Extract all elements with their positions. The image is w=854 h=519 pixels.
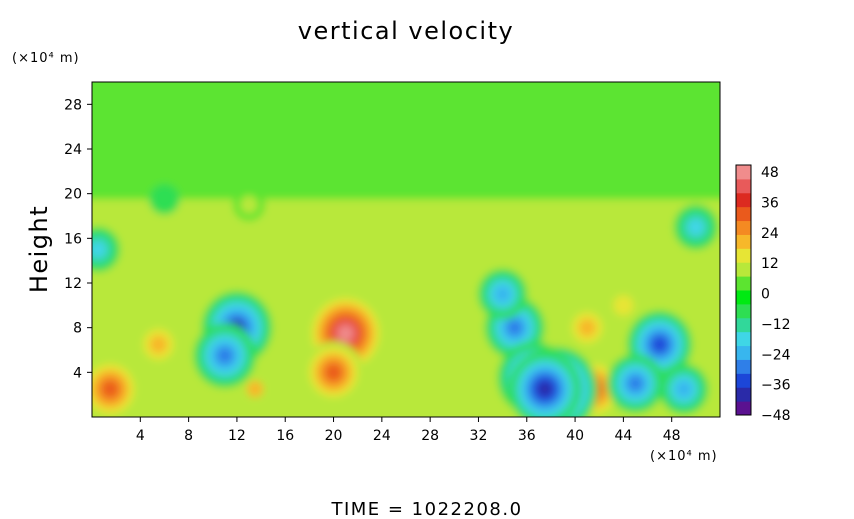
x-tick-label: 40 [566, 428, 584, 444]
colorbar-swatch [736, 373, 751, 388]
colorbar-tick-label: 36 [761, 195, 779, 211]
y-tick-label: 4 [73, 365, 82, 381]
field-feature [246, 380, 264, 398]
colorbar-swatch [736, 192, 751, 208]
x-tick-label: 28 [421, 428, 439, 444]
field-feature [687, 218, 705, 236]
colorbar-swatch [736, 165, 751, 180]
colorbar-swatch [736, 401, 751, 416]
chart-title: vertical velocity [298, 17, 514, 45]
x-tick-label: 48 [663, 428, 681, 444]
field-feature [628, 375, 643, 392]
heatmap-cells [92, 82, 720, 417]
y-tick-label: 24 [64, 142, 82, 158]
colorbar-swatch [736, 345, 751, 360]
heatmap-field [92, 82, 720, 417]
colorbar-swatch [736, 220, 751, 235]
colorbar-swatch [736, 262, 751, 277]
field-feature [408, 356, 440, 388]
y-tick-label: 16 [64, 231, 82, 247]
colorbar-frame [735, 164, 752, 416]
plot-frame [91, 81, 721, 418]
x-tick-label: 8 [184, 428, 193, 444]
field-feature [149, 183, 180, 215]
colorbar-swatch [736, 234, 751, 249]
y-axis-unit: (×10⁴ m) [12, 51, 80, 66]
x-tick-label: 16 [276, 428, 294, 444]
colorbar-tick-label: 24 [761, 226, 779, 242]
colorbar-swatch [736, 206, 751, 222]
field-feature [217, 347, 233, 364]
colorbar-swatch [736, 331, 751, 347]
colorbar-swatch [736, 303, 751, 319]
x-axis: 4 8 12 16 20 24 28 32 36 40 44 48 [136, 417, 681, 444]
field-feature [240, 195, 258, 214]
field-feature [92, 240, 107, 259]
y-tick-label: 12 [64, 276, 82, 292]
field-feature [338, 325, 353, 341]
colorbar-tick-label: 12 [761, 256, 779, 272]
x-tick-label: 24 [373, 428, 391, 444]
field-feature [494, 286, 511, 302]
field-feature [507, 319, 523, 336]
field-feature [149, 335, 168, 354]
field-feature [537, 381, 552, 397]
field-feature [676, 381, 692, 397]
colorbar-swatch [736, 276, 751, 291]
field-feature [325, 364, 342, 381]
x-tick-label: 12 [228, 428, 246, 444]
field-feature [652, 337, 667, 352]
field-feature [613, 295, 634, 316]
colorbar-swatch [736, 387, 751, 402]
field-feature [102, 381, 118, 397]
x-tick-label: 32 [470, 428, 488, 444]
y-tick-label: 28 [64, 97, 82, 113]
colorbar-tick-label: −12 [761, 317, 791, 333]
colorbar: 48 36 24 12 0 −12 −24 −36 −48 [735, 164, 791, 424]
time-label: TIME = 1022208.0 [330, 499, 522, 519]
colorbar-swatch [736, 178, 751, 194]
colorbar-swatch [736, 359, 751, 374]
colorbar-tick-label: −24 [761, 347, 791, 363]
x-axis-unit: (×10⁴ m) [650, 449, 718, 464]
colorbar-swatch [736, 248, 751, 263]
y-tick-label: 8 [73, 321, 82, 337]
field-feature [578, 318, 596, 337]
colorbar-tick-label: 48 [761, 165, 779, 181]
x-tick-label: 36 [518, 428, 536, 444]
y-axis: 4 8 12 16 20 24 28 [64, 97, 92, 381]
x-tick-label: 20 [325, 428, 343, 444]
y-axis-label: Height [25, 205, 53, 293]
colorbar-tick-label: −48 [761, 408, 791, 424]
colorbar-tick-label: −36 [761, 378, 791, 394]
colorbar-tick-label: 0 [761, 287, 770, 303]
x-tick-label: 4 [136, 428, 145, 444]
x-tick-label: 44 [614, 428, 632, 444]
colorbar-swatch [736, 290, 751, 305]
y-tick-label: 20 [64, 187, 82, 203]
field-layer-upper [92, 82, 720, 200]
colorbar-swatch [736, 317, 751, 333]
